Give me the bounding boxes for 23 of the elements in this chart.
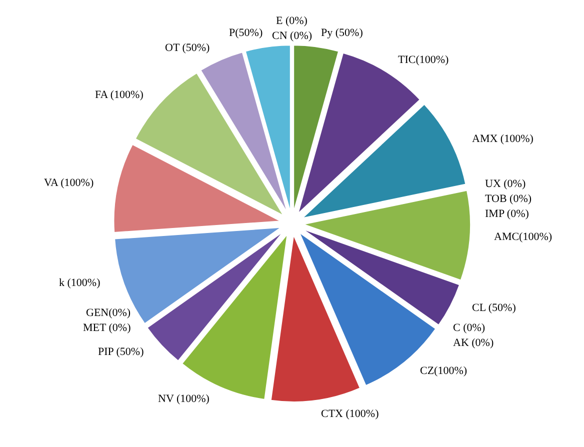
slice-label: PIP (50%)	[98, 346, 144, 358]
category-label: C (0%)	[453, 322, 486, 334]
slice-label: CL (50%)	[472, 302, 516, 314]
category-label: E (0%)	[276, 15, 308, 27]
category-label: MET (0%)	[83, 322, 131, 334]
slice-label: VA (100%)	[44, 177, 94, 189]
slice-label: OT (50%)	[165, 42, 210, 54]
slice-label: k (100%)	[59, 277, 101, 289]
slice-label: AMX (100%)	[472, 133, 534, 145]
category-label: IMP (0%)	[485, 208, 529, 220]
category-label: GEN(0%)	[86, 307, 131, 319]
category-label: TOB (0%)	[485, 193, 532, 205]
category-label: UX (0%)	[485, 178, 526, 190]
slice-label: CTX (100%)	[321, 408, 380, 420]
slice-label: AMC(100%)	[494, 231, 552, 243]
slice-label: CZ(100%)	[420, 365, 468, 377]
slice-label: TIC(100%)	[398, 54, 450, 66]
slice-label: FA (100%)	[95, 89, 144, 101]
category-label: CN (0%)	[272, 30, 312, 42]
category-label: AK (0%)	[453, 337, 494, 349]
slice-label: Py (50%)	[321, 27, 364, 39]
slice-label: P(50%)	[229, 27, 263, 39]
slice-label: NV (100%)	[158, 393, 210, 405]
